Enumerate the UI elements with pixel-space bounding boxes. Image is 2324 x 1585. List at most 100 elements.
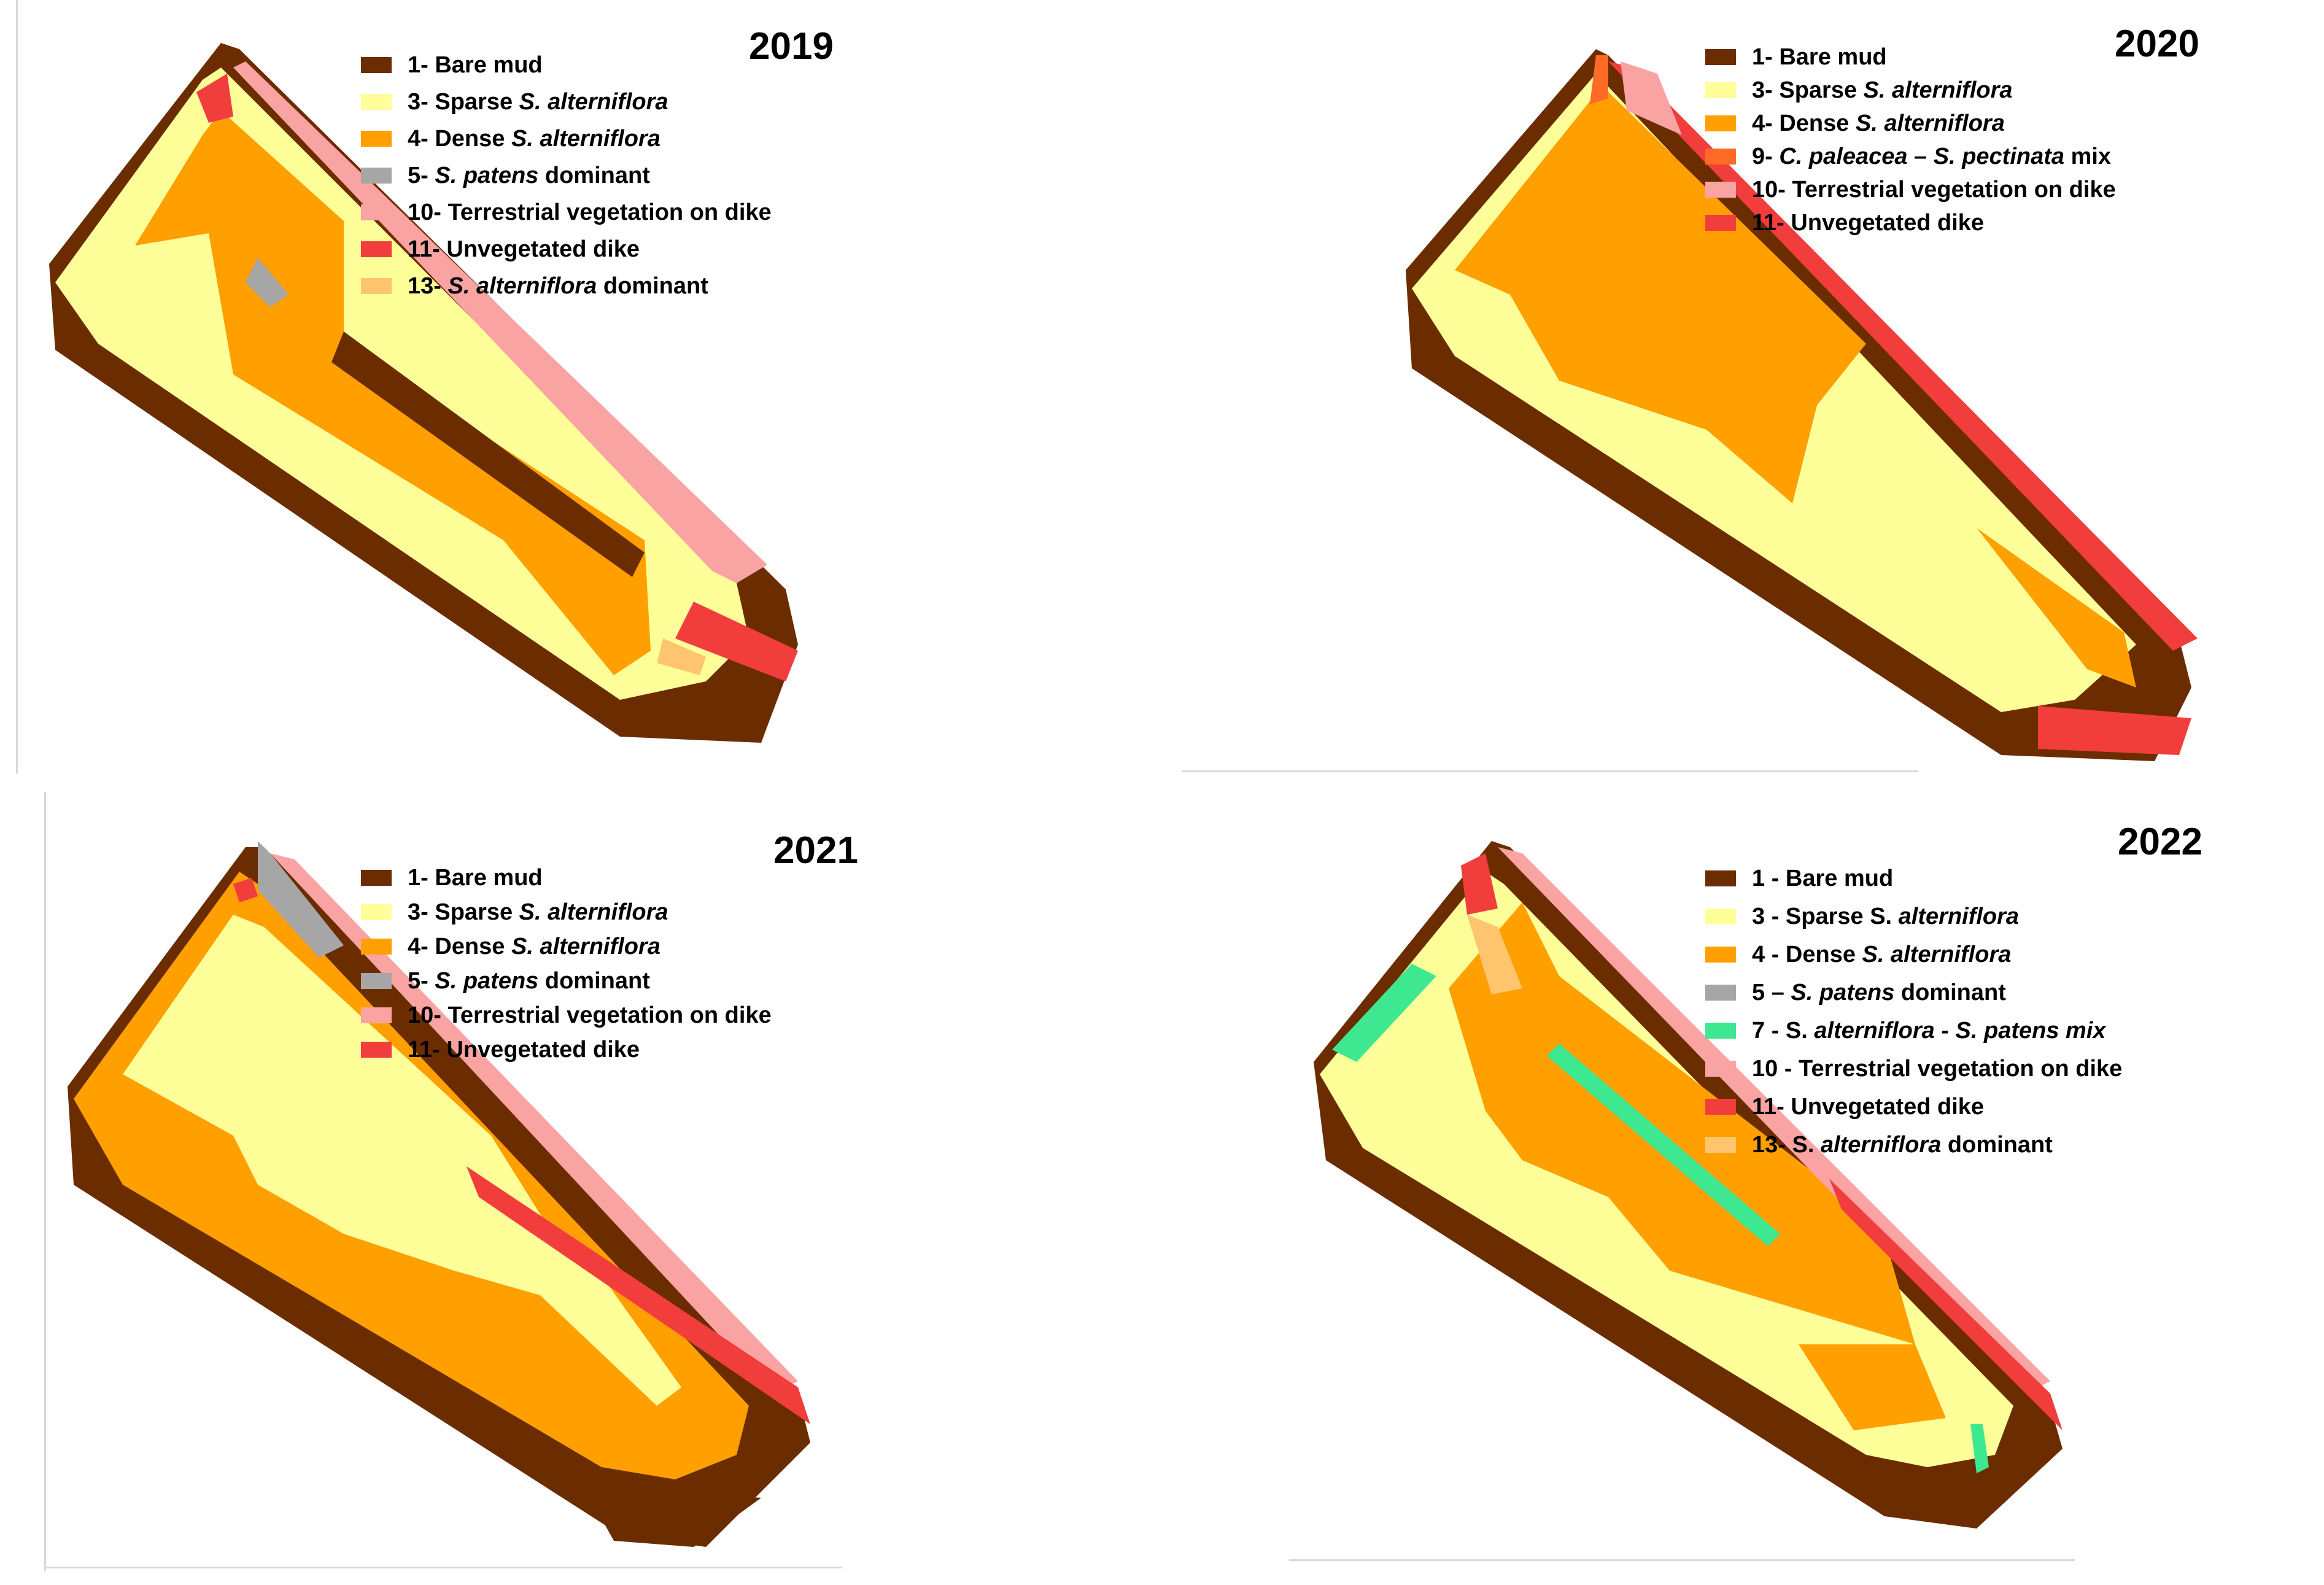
legend-swatch	[361, 870, 392, 886]
legend-swatch	[361, 241, 392, 257]
legend-label: 7 - S. alterniflora - S. patens mix	[1752, 1017, 2106, 1044]
legend-label: 3 - Sparse S. alterniflora	[1752, 903, 2020, 929]
legend-label: 4- Dense S. alterniflora	[1752, 110, 2005, 136]
legend-item: 3 - Sparse S. alterniflora	[1705, 897, 2122, 936]
legend-swatch	[1705, 870, 1736, 886]
legend-item: 13- S. alterniflora dominant	[361, 268, 772, 304]
legend-swatch	[361, 1007, 392, 1023]
legend-swatch	[1705, 1137, 1736, 1153]
legend-item: 4- Dense S. alterniflora	[1705, 107, 2116, 140]
map-panel-2022: 2022 1 - Bare mud 3 - Sparse S. alternif…	[1179, 792, 2324, 1585]
legend-item: 10- Terrestrial vegetation on dike	[361, 998, 772, 1033]
legend-label: 11- Unvegetated dike	[1752, 209, 1985, 236]
panel-border	[16, 0, 18, 773]
legend-item: 11- Unvegetated dike	[1705, 1088, 2122, 1126]
marsh-map-2020	[1406, 49, 2198, 761]
legend-item: 11- Unvegetated dike	[361, 1033, 772, 1067]
legend-item: 11- Unvegetated dike	[361, 231, 772, 268]
legend-item: 3- Sparse S. alterniflora	[361, 895, 772, 929]
legend-label: 1- Bare mud	[408, 52, 543, 78]
legend-2019: 1- Bare mud 3- Sparse S. alterniflora 4-…	[361, 47, 772, 304]
year-label-2020: 2020	[2115, 23, 2199, 65]
legend-label: 3- Sparse S. alterniflora	[1752, 77, 2013, 103]
legend-label: 4 - Dense S. alterniflora	[1752, 941, 2012, 967]
legend-label: 9- C. paleacea – S. pectinata mix	[1752, 143, 2112, 169]
legend-swatch	[1705, 149, 1736, 165]
legend-item: 1 - Bare mud	[1705, 859, 2122, 897]
legend-item: 10- Terrestrial vegetation on dike	[361, 194, 772, 231]
legend-item: 10- Terrestrial vegetation on dike	[1705, 173, 2116, 206]
legend-item: 1- Bare mud	[361, 47, 772, 83]
legend-swatch	[361, 204, 392, 220]
legend-2021: 1- Bare mud 3- Sparse S. alterniflora 4-…	[361, 861, 772, 1067]
year-label-2019: 2019	[749, 25, 834, 68]
legend-swatch	[1705, 1061, 1736, 1077]
legend-label: 4- Dense S. alterniflora	[408, 933, 660, 959]
legend-item: 3- Sparse S. alterniflora	[361, 83, 772, 120]
legend-swatch	[361, 904, 392, 920]
legend-item: 7 - S. alterniflora - S. patens mix	[1705, 1012, 2122, 1050]
legend-swatch	[1705, 115, 1736, 131]
legend-label: 1- Bare mud	[1752, 44, 1887, 70]
legend-item: 1- Bare mud	[361, 861, 772, 895]
year-label-2021: 2021	[773, 829, 858, 872]
legend-2022: 1 - Bare mud 3 - Sparse S. alterniflora …	[1705, 859, 2122, 1164]
legend-item: 10 - Terrestrial vegetation on dike	[1705, 1050, 2122, 1088]
legend-swatch	[1705, 947, 1736, 963]
marsh-map-2021	[68, 841, 810, 1547]
panel-border	[1289, 1559, 2075, 1561]
map-panel-2021: 2021 1- Bare mud 3- Sparse S. alterniflo…	[0, 792, 1148, 1585]
legend-item: 4- Dense S. alterniflora	[361, 120, 772, 157]
legend-item: 5- S. patens dominant	[361, 157, 772, 194]
legend-swatch	[1705, 985, 1736, 1001]
legend-label: 10- Terrestrial vegetation on dike	[408, 1002, 772, 1028]
legend-label: 1 - Bare mud	[1752, 865, 1894, 891]
legend-label: 11- Unvegetated dike	[408, 1036, 640, 1063]
legend-swatch	[361, 278, 392, 294]
map-panel-2020: 2020 1- Bare mud 3- Sparse S. alterniflo…	[1179, 0, 2324, 780]
legend-swatch	[1705, 182, 1736, 198]
legend-item: 5 – S. patens dominant	[1705, 974, 2122, 1012]
marsh-map-2019	[49, 43, 798, 743]
legend-label: 1- Bare mud	[408, 864, 543, 891]
legend-swatch	[361, 939, 392, 955]
legend-swatch	[361, 168, 392, 184]
year-label-2022: 2022	[2118, 821, 2202, 863]
legend-item: 4 - Dense S. alterniflora	[1705, 936, 2122, 974]
legend-swatch	[1705, 215, 1736, 231]
legend-swatch	[1705, 82, 1736, 98]
legend-label: 13- S. alterniflora dominant	[1752, 1131, 2053, 1158]
marsh-map-2022	[1314, 841, 2063, 1529]
legend-label: 4- Dense S. alterniflora	[408, 125, 660, 152]
legend-swatch	[361, 131, 392, 147]
panel-border	[44, 1567, 842, 1568]
legend-item: 5- S. patens dominant	[361, 964, 772, 998]
legend-item: 11- Unvegetated dike	[1705, 206, 2116, 239]
map-panel-2019: 2019 1- Bare mud 3- Sparse S. alterniflo…	[0, 0, 1148, 780]
legend-item: 3- Sparse S. alterniflora	[1705, 74, 2116, 107]
legend-swatch	[361, 57, 392, 73]
legend-label: 5 – S. patens dominant	[1752, 979, 2006, 1006]
legend-item: 9- C. paleacea – S. pectinata mix	[1705, 140, 2116, 173]
legend-2020: 1- Bare mud 3- Sparse S. alterniflora 4-…	[1705, 41, 2116, 239]
legend-label: 11- Unvegetated dike	[1752, 1093, 1985, 1120]
legend-label: 11- Unvegetated dike	[408, 236, 640, 262]
legend-swatch	[1705, 1099, 1736, 1115]
legend-swatch	[361, 1042, 392, 1058]
legend-label: 10- Terrestrial vegetation on dike	[1752, 176, 2116, 203]
legend-label: 10 - Terrestrial vegetation on dike	[1752, 1055, 2123, 1082]
legend-label: 5- S. patens dominant	[408, 162, 650, 188]
legend-item: 1- Bare mud	[1705, 41, 2116, 74]
legend-swatch	[361, 973, 392, 989]
legend-label: 13- S. alterniflora dominant	[408, 273, 708, 299]
legend-swatch	[1705, 1023, 1736, 1039]
legend-label: 3- Sparse S. alterniflora	[408, 88, 668, 115]
legend-label: 5- S. patens dominant	[408, 967, 650, 994]
legend-label: 3- Sparse S. alterniflora	[408, 899, 668, 925]
legend-swatch	[1705, 909, 1736, 924]
legend-swatch	[361, 94, 392, 110]
legend-swatch	[1705, 49, 1736, 65]
legend-item: 4- Dense S. alterniflora	[361, 929, 772, 964]
panel-border	[44, 792, 46, 1571]
legend-label: 10- Terrestrial vegetation on dike	[408, 199, 772, 225]
